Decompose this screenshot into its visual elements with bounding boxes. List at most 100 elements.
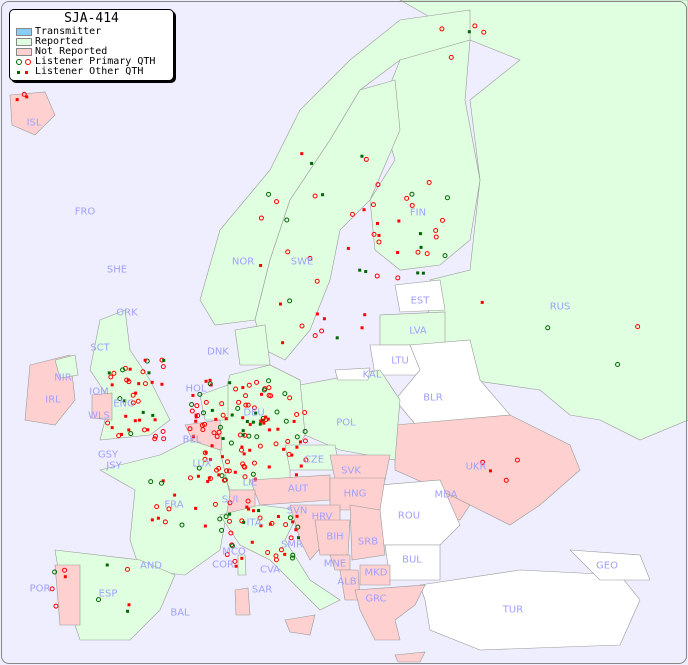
red-square-icon — [25, 70, 28, 74]
country-label-cze: CZE — [303, 454, 325, 466]
listener-other-qth — [228, 512, 232, 516]
listener-primary-qth — [226, 518, 232, 524]
listener-other-qth — [173, 493, 177, 497]
listener-primary-qth — [154, 504, 160, 510]
listener-primary-qth — [49, 586, 55, 592]
country-label-mkd: MKD — [364, 567, 388, 579]
listener-other-qth — [228, 381, 232, 385]
listener-primary-qth — [444, 195, 450, 201]
listener-other-qth — [254, 411, 258, 415]
country-dnk — [234, 324, 271, 366]
listener-primary-qth — [126, 379, 132, 385]
listener-primary-qth — [312, 333, 318, 339]
listener-other-qth — [220, 455, 224, 459]
listener-primary-qth — [439, 217, 445, 223]
listener-primary-qth — [273, 553, 279, 559]
listener-primary-qth — [287, 395, 293, 401]
listener-other-qth — [138, 418, 142, 422]
listener-primary-qth — [480, 459, 486, 465]
country-sar — [234, 587, 251, 616]
listener-primary-qth — [285, 249, 291, 255]
listener-primary-qth — [415, 249, 421, 255]
listener-primary-qth — [514, 457, 520, 463]
listener-primary-qth — [448, 54, 454, 60]
listener-other-qth — [364, 270, 368, 274]
country-ita — [219, 504, 341, 611]
listener-other-qth — [194, 413, 198, 417]
listener-primary-qth — [274, 199, 280, 205]
listener-other-qth — [224, 417, 228, 421]
listener-other-qth — [279, 302, 283, 306]
listener-primary-qth — [246, 382, 252, 388]
listener-primary-qth — [217, 516, 223, 522]
listener-other-qth — [282, 447, 286, 451]
country-label-aut: AUT — [287, 483, 309, 495]
listener-primary-qth — [294, 434, 300, 440]
listener-primary-qth — [226, 468, 232, 474]
listener-primary-qth — [135, 398, 141, 404]
listener-other-qth — [259, 264, 263, 268]
listener-primary-qth — [221, 477, 227, 483]
country-label-she: SHE — [106, 264, 128, 276]
country-por — [54, 564, 81, 626]
country-label-cva: CVA — [259, 564, 281, 576]
listener-other-qth — [137, 382, 141, 386]
listener-primary-qth — [251, 460, 257, 466]
country-srb — [349, 504, 386, 561]
listener-other-qth — [209, 383, 213, 387]
listener-other-qth — [221, 437, 225, 441]
country-est — [394, 279, 446, 313]
green-square-icon — [17, 70, 20, 74]
listener-primary-qth — [199, 422, 205, 428]
listener-primary-qth — [158, 480, 164, 486]
listener-other-qth — [150, 380, 154, 384]
listener-other-qth — [248, 448, 252, 452]
listener-primary-qth — [302, 409, 308, 415]
listener-other-qth — [110, 426, 114, 430]
listener-other-qth — [147, 371, 151, 375]
listener-other-qth — [210, 408, 214, 412]
listener-primary-qth — [187, 475, 193, 481]
country-label-ukr: UKR — [465, 461, 487, 473]
listener-other-qth — [295, 514, 299, 518]
listener-other-qth — [230, 413, 234, 417]
listener-other-qth — [192, 434, 196, 438]
listener-primary-qth — [395, 275, 401, 281]
country-label-hrv: HRV — [311, 511, 333, 523]
legend-other-qth: Listener Other QTH — [10, 67, 173, 77]
country-grc — [354, 584, 426, 641]
listener-primary-qth — [216, 429, 222, 435]
listener-other-qth — [194, 419, 198, 423]
listener-other-qth — [141, 410, 145, 414]
listener-primary-qth — [235, 405, 241, 411]
listener-primary-qth — [53, 603, 59, 609]
listener-primary-qth — [211, 430, 217, 436]
listener-other-qth — [241, 386, 245, 390]
listener-other-qth — [396, 251, 400, 255]
listener-other-qth — [467, 30, 471, 34]
listener-primary-qth — [269, 520, 275, 526]
listener-primary-qth — [302, 438, 308, 444]
listener-other-qth — [299, 464, 303, 468]
listener-primary-qth — [278, 547, 284, 553]
listener-primary-qth — [433, 228, 439, 234]
listener-primary-qth — [287, 298, 293, 304]
listener-primary-qth — [214, 467, 220, 473]
listener-primary-qth — [201, 410, 207, 416]
legend-label: Transmitter — [35, 26, 102, 37]
listener-primary-qth — [283, 418, 289, 424]
country-label-dnk: DNK — [207, 346, 229, 358]
listener-other-qth — [322, 317, 326, 321]
legend-title: SJA-414 — [64, 11, 119, 26]
listener-primary-qth — [203, 399, 209, 405]
listener-other-qth — [143, 358, 147, 362]
listener-other-qth — [248, 422, 252, 426]
listener-other-qth — [259, 392, 263, 396]
listener-primary-qth — [242, 464, 248, 470]
country-label-ltu: LTU — [391, 355, 409, 367]
listener-other-qth — [153, 418, 157, 422]
legend-label: Listener Primary QTH — [35, 56, 156, 67]
country-label-svn: SVN — [286, 505, 308, 517]
listener-primary-qth — [409, 202, 415, 208]
listener-other-qth — [418, 232, 422, 236]
